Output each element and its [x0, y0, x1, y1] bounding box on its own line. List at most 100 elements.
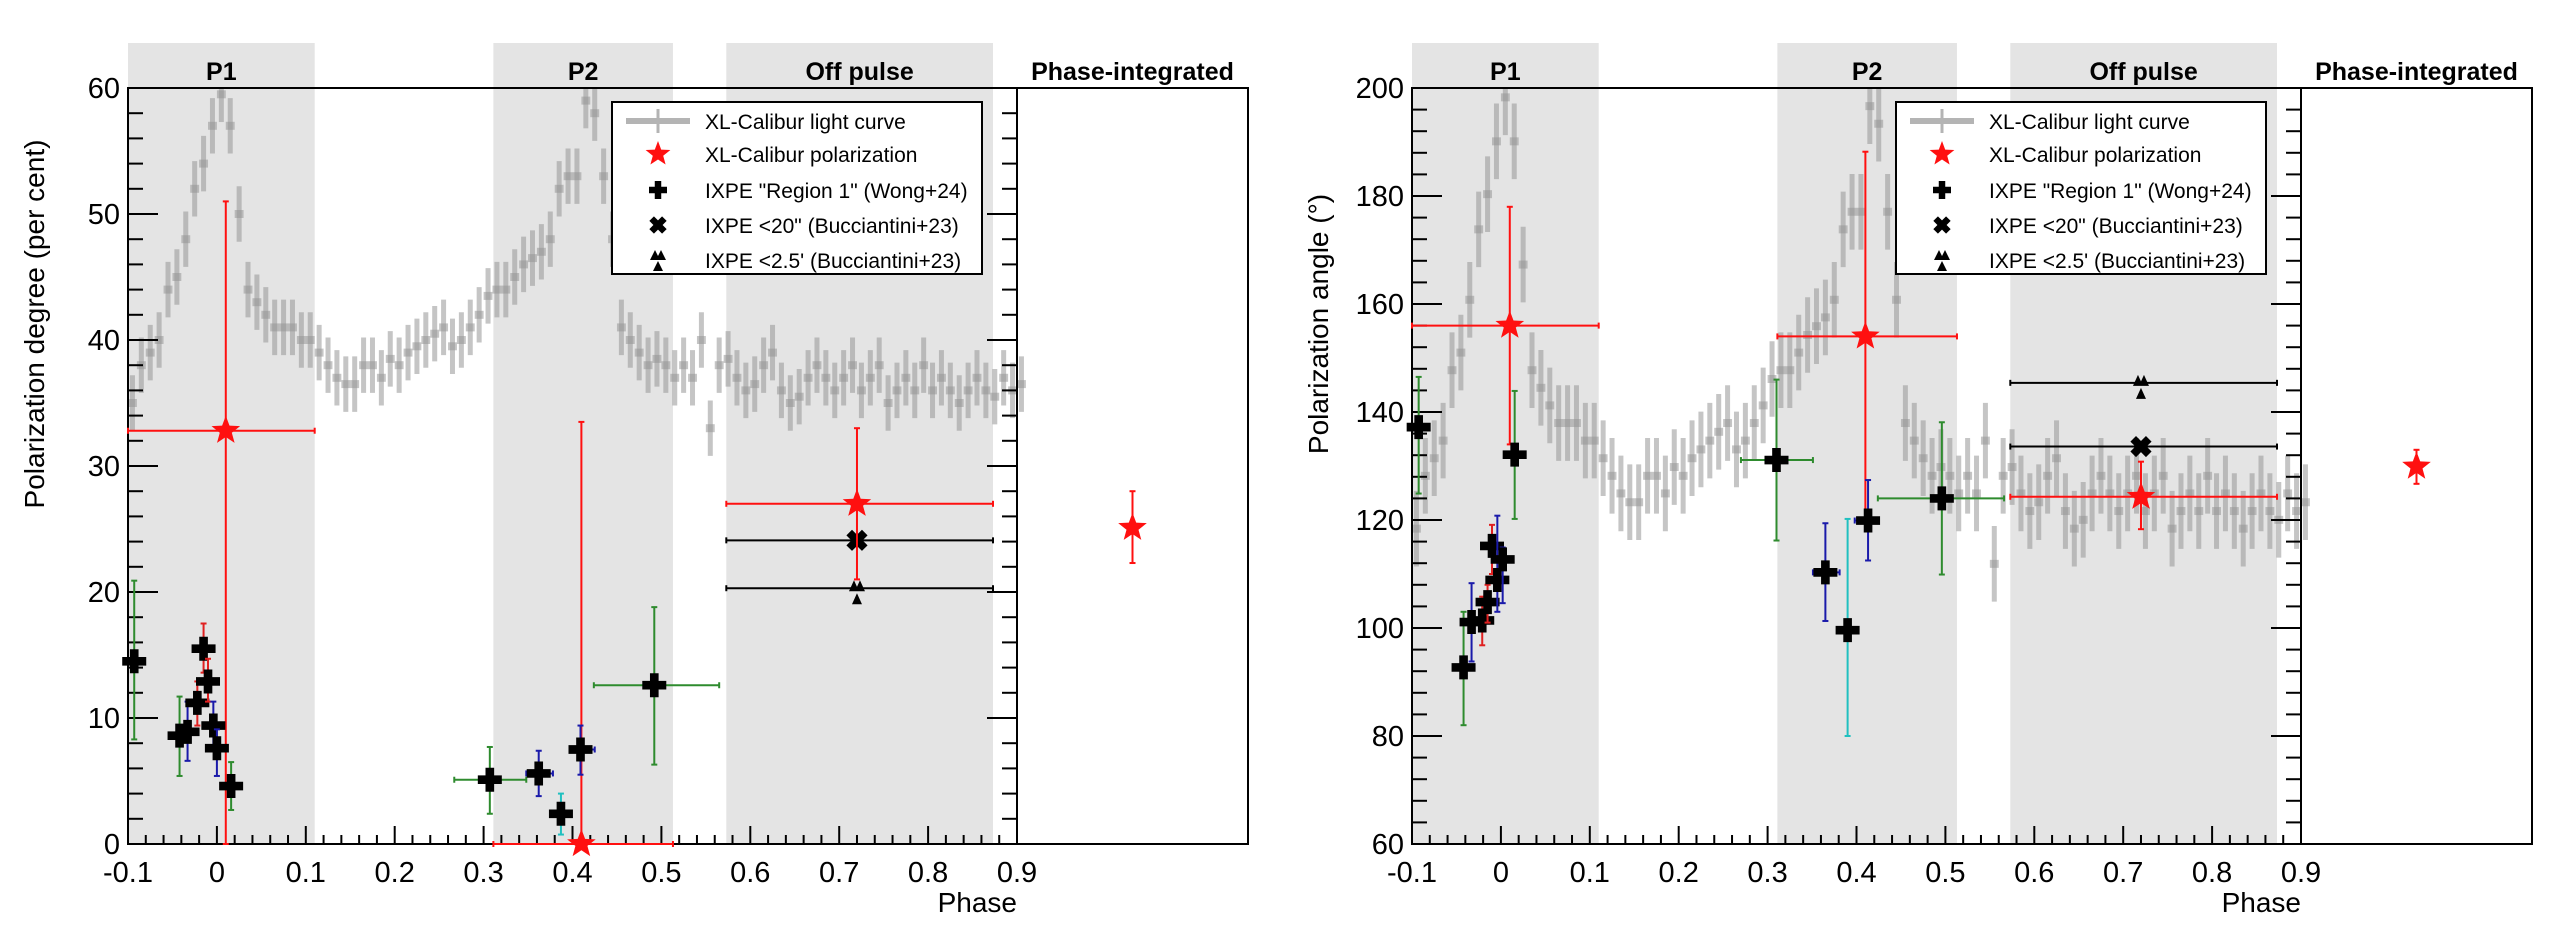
ixpe-region1-point: [592, 606, 721, 766]
star-marker-icon: [211, 415, 241, 443]
plus-marker-icon: [1502, 442, 1527, 467]
ixpe-region1-point: [548, 792, 573, 836]
star-marker-icon: [2402, 451, 2431, 479]
triangle-marker-icon: [848, 580, 865, 605]
legend-entry: IXPE <2.5' (Bucciantini+23): [705, 250, 961, 273]
x-axis-title: Phase: [938, 887, 1017, 918]
xl-calibur-point: [2009, 460, 2278, 531]
xl-calibur-point: [1118, 490, 1147, 565]
star-marker-icon: [567, 829, 596, 857]
x-tick-label: 0.1: [1570, 857, 1610, 889]
x-tick-label: 0.4: [552, 857, 592, 889]
x-tick-label: 0.2: [1659, 857, 1699, 889]
plus-marker-icon: [642, 673, 667, 698]
y-tick-label: 40: [88, 325, 120, 357]
legend-entry: XL-Calibur light curve: [1989, 111, 2190, 134]
legend-triangle-icon: [650, 250, 666, 271]
band-label: Off pulse: [2089, 58, 2197, 86]
y-tick-label: 60: [1372, 829, 1404, 861]
plus-marker-icon: [548, 801, 573, 826]
y-tick-label: 60: [88, 73, 120, 105]
x-tick-label: 0.3: [463, 857, 503, 889]
plus-marker-icon: [1813, 560, 1838, 585]
y-tick-label: 30: [88, 451, 120, 483]
y-tick-label: 160: [1356, 289, 1404, 321]
x-tick-label: 0.8: [2192, 857, 2232, 889]
ixpe-region1-point: [453, 745, 528, 815]
x-tick-label: 0.5: [1925, 857, 1965, 889]
legend-entry: XL-Calibur polarization: [705, 144, 917, 167]
legend-triangle-icon: [1934, 250, 1950, 271]
phase-integrated-label: Phase-integrated: [2315, 58, 2518, 86]
star-marker-icon: [1118, 512, 1147, 540]
legend-entry: XL-Calibur polarization: [1989, 144, 2201, 167]
plus-marker-icon: [1929, 486, 1954, 511]
plus-marker-icon: [568, 737, 593, 762]
x-tick-label: 0.8: [908, 857, 948, 889]
ixpe-region1-point: [219, 761, 244, 811]
ixpe-region1-point: [196, 657, 221, 703]
x-tick-label: 0.5: [641, 857, 681, 889]
y-tick-label: 20: [88, 577, 120, 609]
x-tick-label: 0.1: [286, 857, 326, 889]
plus-marker-icon: [191, 636, 216, 661]
legend-plus-icon: [1933, 181, 1951, 199]
y-tick-label: 0: [104, 829, 120, 861]
legend-star-icon: [645, 141, 671, 165]
x-tick-label: 0.9: [2281, 857, 2321, 889]
xl-calibur-point: [127, 200, 316, 845]
y-axis-title: Polarization degree (per cent): [19, 140, 50, 509]
y-tick-label: 100: [1356, 613, 1404, 645]
legend: XL-Calibur light curve XL-Calibur polariz…: [611, 101, 983, 275]
triangle-marker-icon: [2132, 374, 2149, 399]
plus-marker-icon: [1480, 533, 1505, 558]
ixpe-region1-point: [1853, 479, 1881, 562]
ixpe-2p5arcmin-point: [2009, 374, 2278, 399]
legend-entry: XL-Calibur light curve: [705, 111, 906, 134]
ixpe-region1-point: [1490, 546, 1515, 605]
ixpe-region1-point: [1480, 523, 1505, 575]
y-axis-title: Polarization angle (°): [1303, 194, 1334, 454]
ixpe-region1-point: [568, 724, 596, 776]
y-tick-label: 140: [1356, 397, 1404, 429]
plus-marker-icon: [201, 713, 226, 738]
x-tick-label: 0.9: [997, 857, 1037, 889]
phase-band-0: [128, 43, 315, 844]
plus-marker-icon: [1835, 618, 1860, 643]
plus-marker-icon: [1856, 508, 1881, 533]
x-tick-label: 0.7: [819, 857, 859, 889]
x-tick-label: 0.3: [1747, 857, 1787, 889]
legend-entry: IXPE <20" (Bucciantini+23): [705, 215, 959, 238]
panel-polarization-angle: P1 P2 Off pulse Phase-integrated -0.1 0 0.1 0.2…: [1303, 43, 2533, 918]
x-axis-title: Phase: [2222, 887, 2301, 918]
ixpe-region1-point: [204, 728, 229, 777]
plus-marker-icon: [175, 719, 200, 744]
plus-marker-icon: [1490, 547, 1515, 572]
plus-marker-icon: [204, 736, 229, 761]
x-tick-label: -0.1: [103, 857, 153, 889]
plus-marker-icon: [477, 767, 502, 792]
ixpe-region1-point: [185, 680, 210, 727]
plus-marker-icon: [219, 774, 244, 799]
plus-marker-icon: [1406, 415, 1431, 440]
plus-marker-icon: [1485, 567, 1510, 592]
legend-box: [611, 101, 983, 275]
x-tick-label: 0.2: [375, 857, 415, 889]
legend-entry: IXPE "Region 1" (Wong+24): [1989, 180, 2252, 203]
ixpe-region1-point: [1451, 610, 1476, 727]
x-tick-label: 0.6: [2014, 857, 2054, 889]
legend-x-icon: [1933, 216, 1951, 234]
x-tick-label: 0.7: [2103, 857, 2143, 889]
x-marker-icon: [2130, 435, 2152, 458]
legend-box: [1895, 101, 2267, 275]
plus-marker-icon: [1475, 590, 1500, 615]
legend-plus-icon: [649, 181, 667, 199]
legend-entry: IXPE <2.5' (Bucciantini+23): [1989, 250, 2245, 273]
plot-frame: [1411, 87, 2533, 845]
ixpe-region1-point: [1406, 375, 1431, 495]
plus-marker-icon: [1451, 655, 1476, 680]
legend: XL-Calibur light curve XL-Calibur polariz…: [1895, 101, 2267, 275]
ixpe-region1-point: [525, 749, 554, 798]
xl-calibur-point: [1411, 205, 1600, 446]
